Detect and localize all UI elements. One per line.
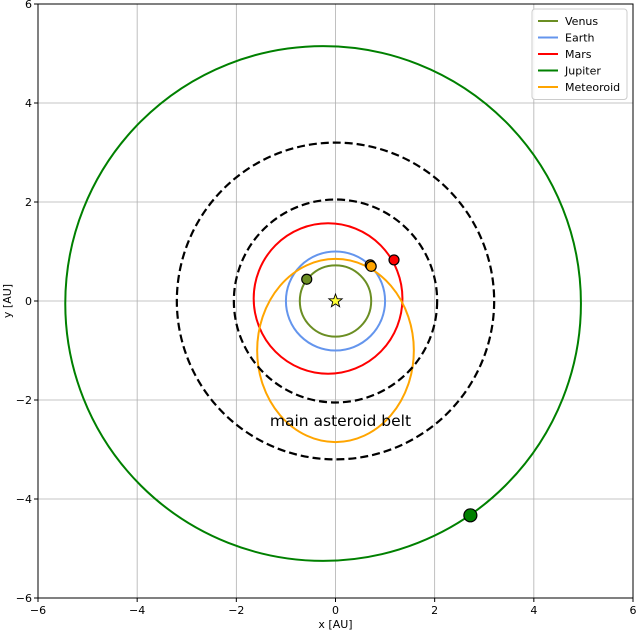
- y-tick-label: 4: [25, 97, 32, 110]
- y-tick-label: 6: [25, 0, 32, 11]
- orbits-layer: [64, 45, 582, 562]
- y-tick-label: −4: [16, 493, 32, 506]
- x-tick-label: −6: [30, 604, 46, 617]
- x-axis-label: x [AU]: [318, 618, 352, 631]
- x-tick-label: −2: [228, 604, 244, 617]
- x-tick-label: 0: [332, 604, 339, 617]
- x-tick-label: 2: [431, 604, 438, 617]
- legend: Venus Earth Mars Jupiter Meteoroid: [531, 8, 628, 100]
- annotations-layer: main asteroid belt: [270, 412, 411, 430]
- orbit-jupiter: [64, 45, 582, 562]
- planet-jupiter-marker: [463, 508, 478, 523]
- belt-boundary-inner: [232, 198, 439, 404]
- y-axis-label: y [AU]: [1, 284, 14, 318]
- sun-layer: [327, 292, 344, 308]
- asteroid-belt-layer: [175, 141, 496, 461]
- asteroid-belt-label: main asteroid belt: [270, 412, 411, 430]
- sun-star-icon: [327, 292, 344, 308]
- planet-earth-marker: [365, 260, 377, 272]
- legend-label-meteoroid: Meteoroid: [565, 81, 620, 94]
- y-tick-label: 0: [25, 295, 32, 308]
- planet-mars-marker: [388, 254, 400, 266]
- legend-box: [531, 8, 628, 100]
- legend-label-jupiter: Jupiter: [564, 65, 601, 78]
- x-tick-label: −4: [129, 604, 145, 617]
- planet-venus-marker: [301, 273, 313, 285]
- planets-layer: [301, 254, 478, 523]
- y-tick-label: −2: [16, 394, 32, 407]
- y-tick-label: 2: [25, 196, 32, 209]
- x-tick-label: 6: [630, 604, 637, 617]
- y-tick-label: −6: [16, 592, 32, 605]
- legend-label-mars: Mars: [565, 48, 592, 61]
- belt-boundary-outer: [175, 141, 496, 461]
- orbit-mars: [252, 222, 404, 375]
- x-tick-label: 4: [530, 604, 537, 617]
- orbit-meteoroid: [256, 257, 415, 444]
- legend-label-venus: Venus: [565, 15, 598, 28]
- orbit-earth: [284, 250, 387, 352]
- legend-label-earth: Earth: [565, 32, 595, 45]
- tick-marks: −6 −4 −2 0 2 4 6 −6 −4 −2 0 2 4 6: [16, 0, 637, 617]
- orbit-venus: [298, 264, 373, 338]
